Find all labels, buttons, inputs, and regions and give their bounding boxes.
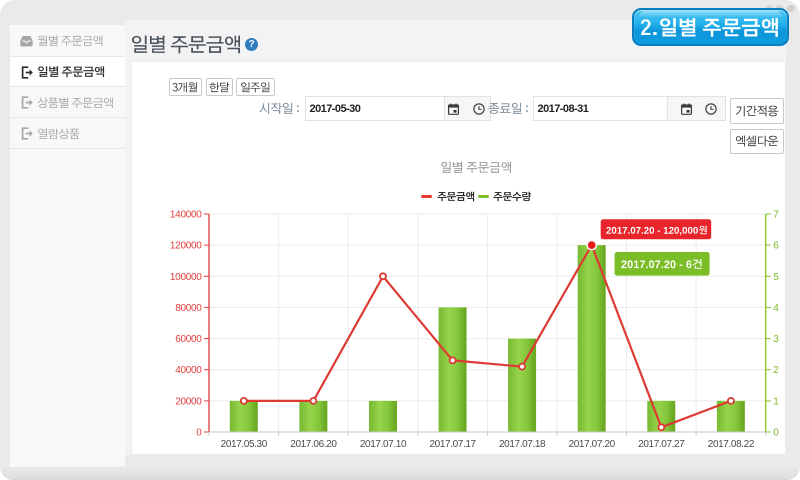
svg-text:100000: 100000: [170, 272, 202, 283]
svg-text:2017.07.10: 2017.07.10: [360, 439, 407, 450]
svg-text:4: 4: [773, 303, 779, 314]
svg-text:2017.07.20: 2017.07.20: [569, 439, 616, 450]
svg-text:0: 0: [773, 428, 779, 439]
svg-text:20000: 20000: [175, 396, 202, 407]
svg-text:2: 2: [773, 365, 779, 376]
svg-text:140000: 140000: [170, 210, 202, 221]
svg-text:2017.06.20: 2017.06.20: [290, 439, 337, 450]
svg-text:5: 5: [773, 272, 779, 283]
svg-text:2017.07.18: 2017.07.18: [499, 439, 546, 450]
svg-text:2017.07.17: 2017.07.17: [429, 439, 476, 450]
svg-text:1: 1: [773, 396, 779, 407]
svg-text:40000: 40000: [175, 365, 202, 376]
svg-text:60000: 60000: [175, 334, 202, 345]
svg-text:2017.07.27: 2017.07.27: [638, 439, 685, 450]
svg-text:3: 3: [773, 334, 779, 345]
svg-text:120000: 120000: [170, 241, 202, 252]
svg-text:2017.08.22: 2017.08.22: [708, 439, 755, 450]
svg-text:7: 7: [773, 210, 779, 221]
svg-text:6: 6: [773, 241, 779, 252]
svg-text:0: 0: [196, 428, 202, 439]
svg-text:80000: 80000: [175, 303, 202, 314]
svg-text:2017.05.30: 2017.05.30: [221, 439, 268, 450]
